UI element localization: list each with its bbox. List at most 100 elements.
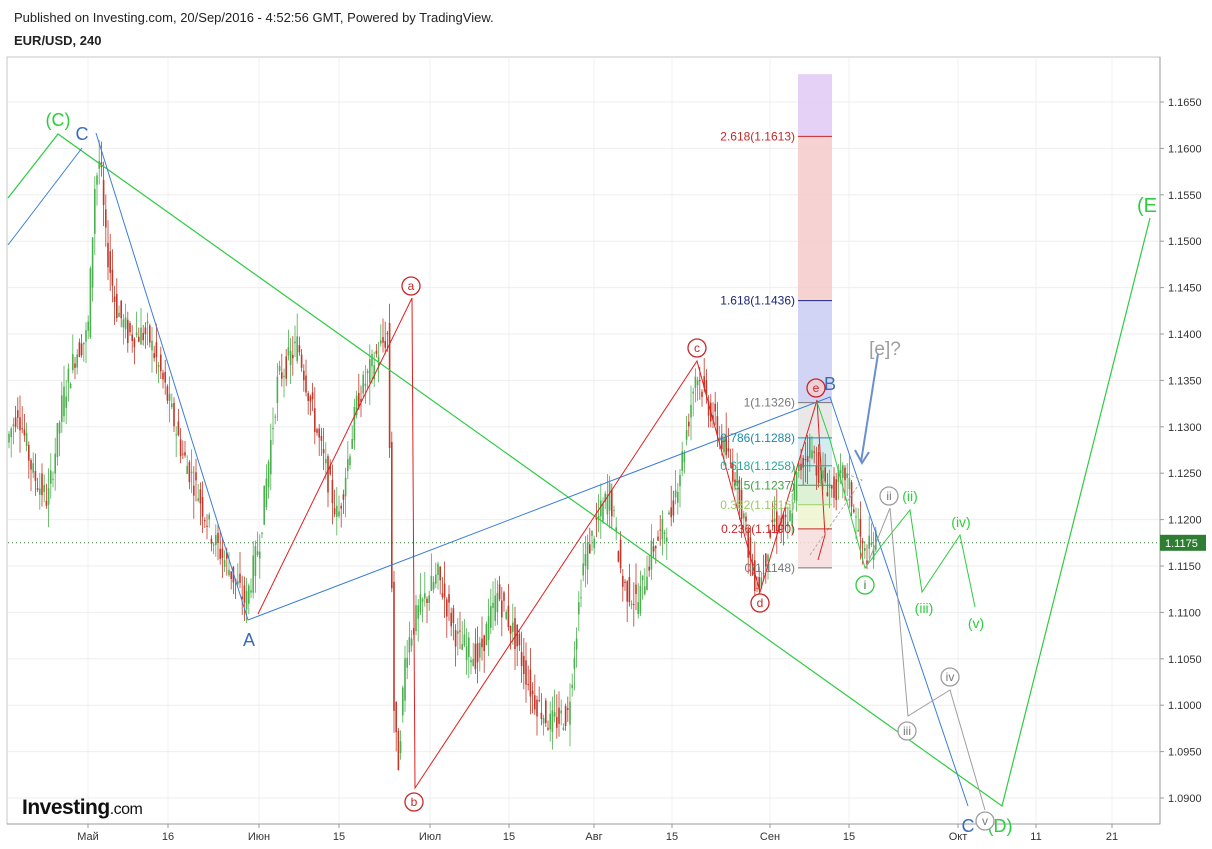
candle-body bbox=[263, 485, 265, 525]
wave-label-e-circle bbox=[806, 378, 826, 398]
wave-label-iii: (iii) bbox=[915, 600, 934, 616]
candle-body bbox=[685, 430, 688, 440]
candle-body bbox=[184, 452, 186, 456]
fibonacci-levels: 2.618(1.1613) 1.618(1.1436) 1(1.1326) 0.786… bbox=[720, 129, 832, 575]
candle-body bbox=[67, 368, 70, 383]
candle-body bbox=[809, 437, 811, 458]
candle-body bbox=[366, 370, 369, 374]
candle-body bbox=[492, 602, 494, 608]
candle-body bbox=[443, 583, 446, 598]
candle-body bbox=[846, 473, 848, 478]
candle-body bbox=[549, 713, 551, 730]
candle-body bbox=[56, 423, 59, 458]
wave-label-c: c bbox=[694, 341, 700, 355]
candle-body bbox=[384, 341, 386, 348]
candle-body bbox=[514, 618, 516, 650]
candle-body bbox=[696, 380, 699, 386]
fib-level-label: 1(1.1326) bbox=[744, 396, 795, 410]
candle-body bbox=[118, 312, 120, 317]
candle-body bbox=[769, 530, 771, 538]
fib-band bbox=[798, 402, 832, 438]
candle-body bbox=[523, 655, 525, 675]
candle-body bbox=[848, 478, 851, 490]
candle-body bbox=[406, 657, 408, 668]
candle-body bbox=[173, 402, 175, 427]
symbol-title: EUR/USD, 240 bbox=[14, 33, 102, 48]
candle-body bbox=[133, 338, 136, 348]
candle-body bbox=[144, 327, 147, 335]
candle-body bbox=[564, 706, 567, 726]
candle-body bbox=[802, 457, 804, 468]
candle-body bbox=[850, 482, 853, 507]
candle-body bbox=[600, 500, 602, 517]
candle-body bbox=[657, 536, 659, 541]
candle-body bbox=[146, 321, 149, 324]
candle-body bbox=[358, 393, 360, 409]
candle-body bbox=[193, 485, 195, 496]
candle-body bbox=[870, 542, 873, 546]
candle-body bbox=[241, 596, 243, 599]
candle-body bbox=[432, 581, 435, 590]
candle-body bbox=[615, 527, 617, 532]
logo-suffix: .com bbox=[109, 801, 143, 818]
candle-body bbox=[694, 376, 697, 389]
candle-body bbox=[10, 428, 12, 438]
candle-body bbox=[703, 376, 705, 388]
candle-body bbox=[831, 485, 833, 489]
candle-body bbox=[426, 598, 428, 604]
candle-body bbox=[828, 486, 831, 488]
candle-body bbox=[573, 657, 576, 669]
candle-body bbox=[285, 356, 287, 379]
candle-body bbox=[369, 359, 371, 383]
wave-lines bbox=[7, 132, 1151, 811]
candle-body bbox=[386, 333, 389, 335]
candle-body bbox=[96, 175, 98, 185]
candle-body bbox=[619, 539, 622, 569]
blue-wave-line bbox=[95, 132, 969, 807]
fib-level-label: 0.5(1.1237) bbox=[734, 478, 795, 492]
candle-body bbox=[74, 363, 76, 368]
candle-body bbox=[322, 449, 325, 454]
wave-label-ii: (ii) bbox=[902, 488, 918, 504]
wave-label-iv: (iv) bbox=[951, 514, 970, 530]
candle-body bbox=[666, 537, 668, 542]
wave-label-c-circle bbox=[687, 338, 707, 358]
candle-body bbox=[767, 554, 769, 562]
candle-body bbox=[721, 435, 723, 450]
candle-body bbox=[210, 538, 213, 544]
candle-body bbox=[723, 437, 725, 453]
candle-body bbox=[485, 623, 488, 646]
candle-body bbox=[747, 529, 749, 558]
candle-body bbox=[624, 581, 626, 583]
candle-body bbox=[208, 514, 210, 520]
candle-body bbox=[89, 268, 92, 338]
candle-body bbox=[80, 343, 83, 356]
candle-body bbox=[195, 472, 197, 481]
candle-body bbox=[399, 741, 402, 753]
candle-body bbox=[435, 574, 437, 584]
candle-body bbox=[371, 354, 373, 367]
candle-body bbox=[157, 365, 160, 367]
candle-body bbox=[215, 534, 217, 545]
candle-body bbox=[798, 463, 800, 471]
candle-body bbox=[496, 592, 499, 613]
x-tick-label: Май bbox=[77, 831, 99, 843]
candle-body bbox=[320, 435, 323, 441]
y-tick-label: 1.1050 bbox=[1168, 654, 1202, 666]
candle-body bbox=[129, 323, 131, 333]
x-tick-label: Авг bbox=[585, 831, 602, 843]
candle-body bbox=[415, 605, 417, 632]
candle-body bbox=[153, 353, 155, 358]
candle-body bbox=[714, 403, 716, 412]
candle-body bbox=[65, 396, 67, 408]
candle-body bbox=[542, 718, 545, 724]
candle-body bbox=[265, 478, 268, 508]
wave-label-primary-c: (C) bbox=[46, 110, 71, 130]
candle-body bbox=[316, 429, 318, 433]
candle-body bbox=[274, 416, 276, 418]
x-tick-label: 16 bbox=[162, 831, 174, 843]
gray-dashed-line bbox=[809, 469, 863, 556]
candle-body bbox=[861, 540, 864, 544]
candle-body bbox=[855, 516, 857, 518]
